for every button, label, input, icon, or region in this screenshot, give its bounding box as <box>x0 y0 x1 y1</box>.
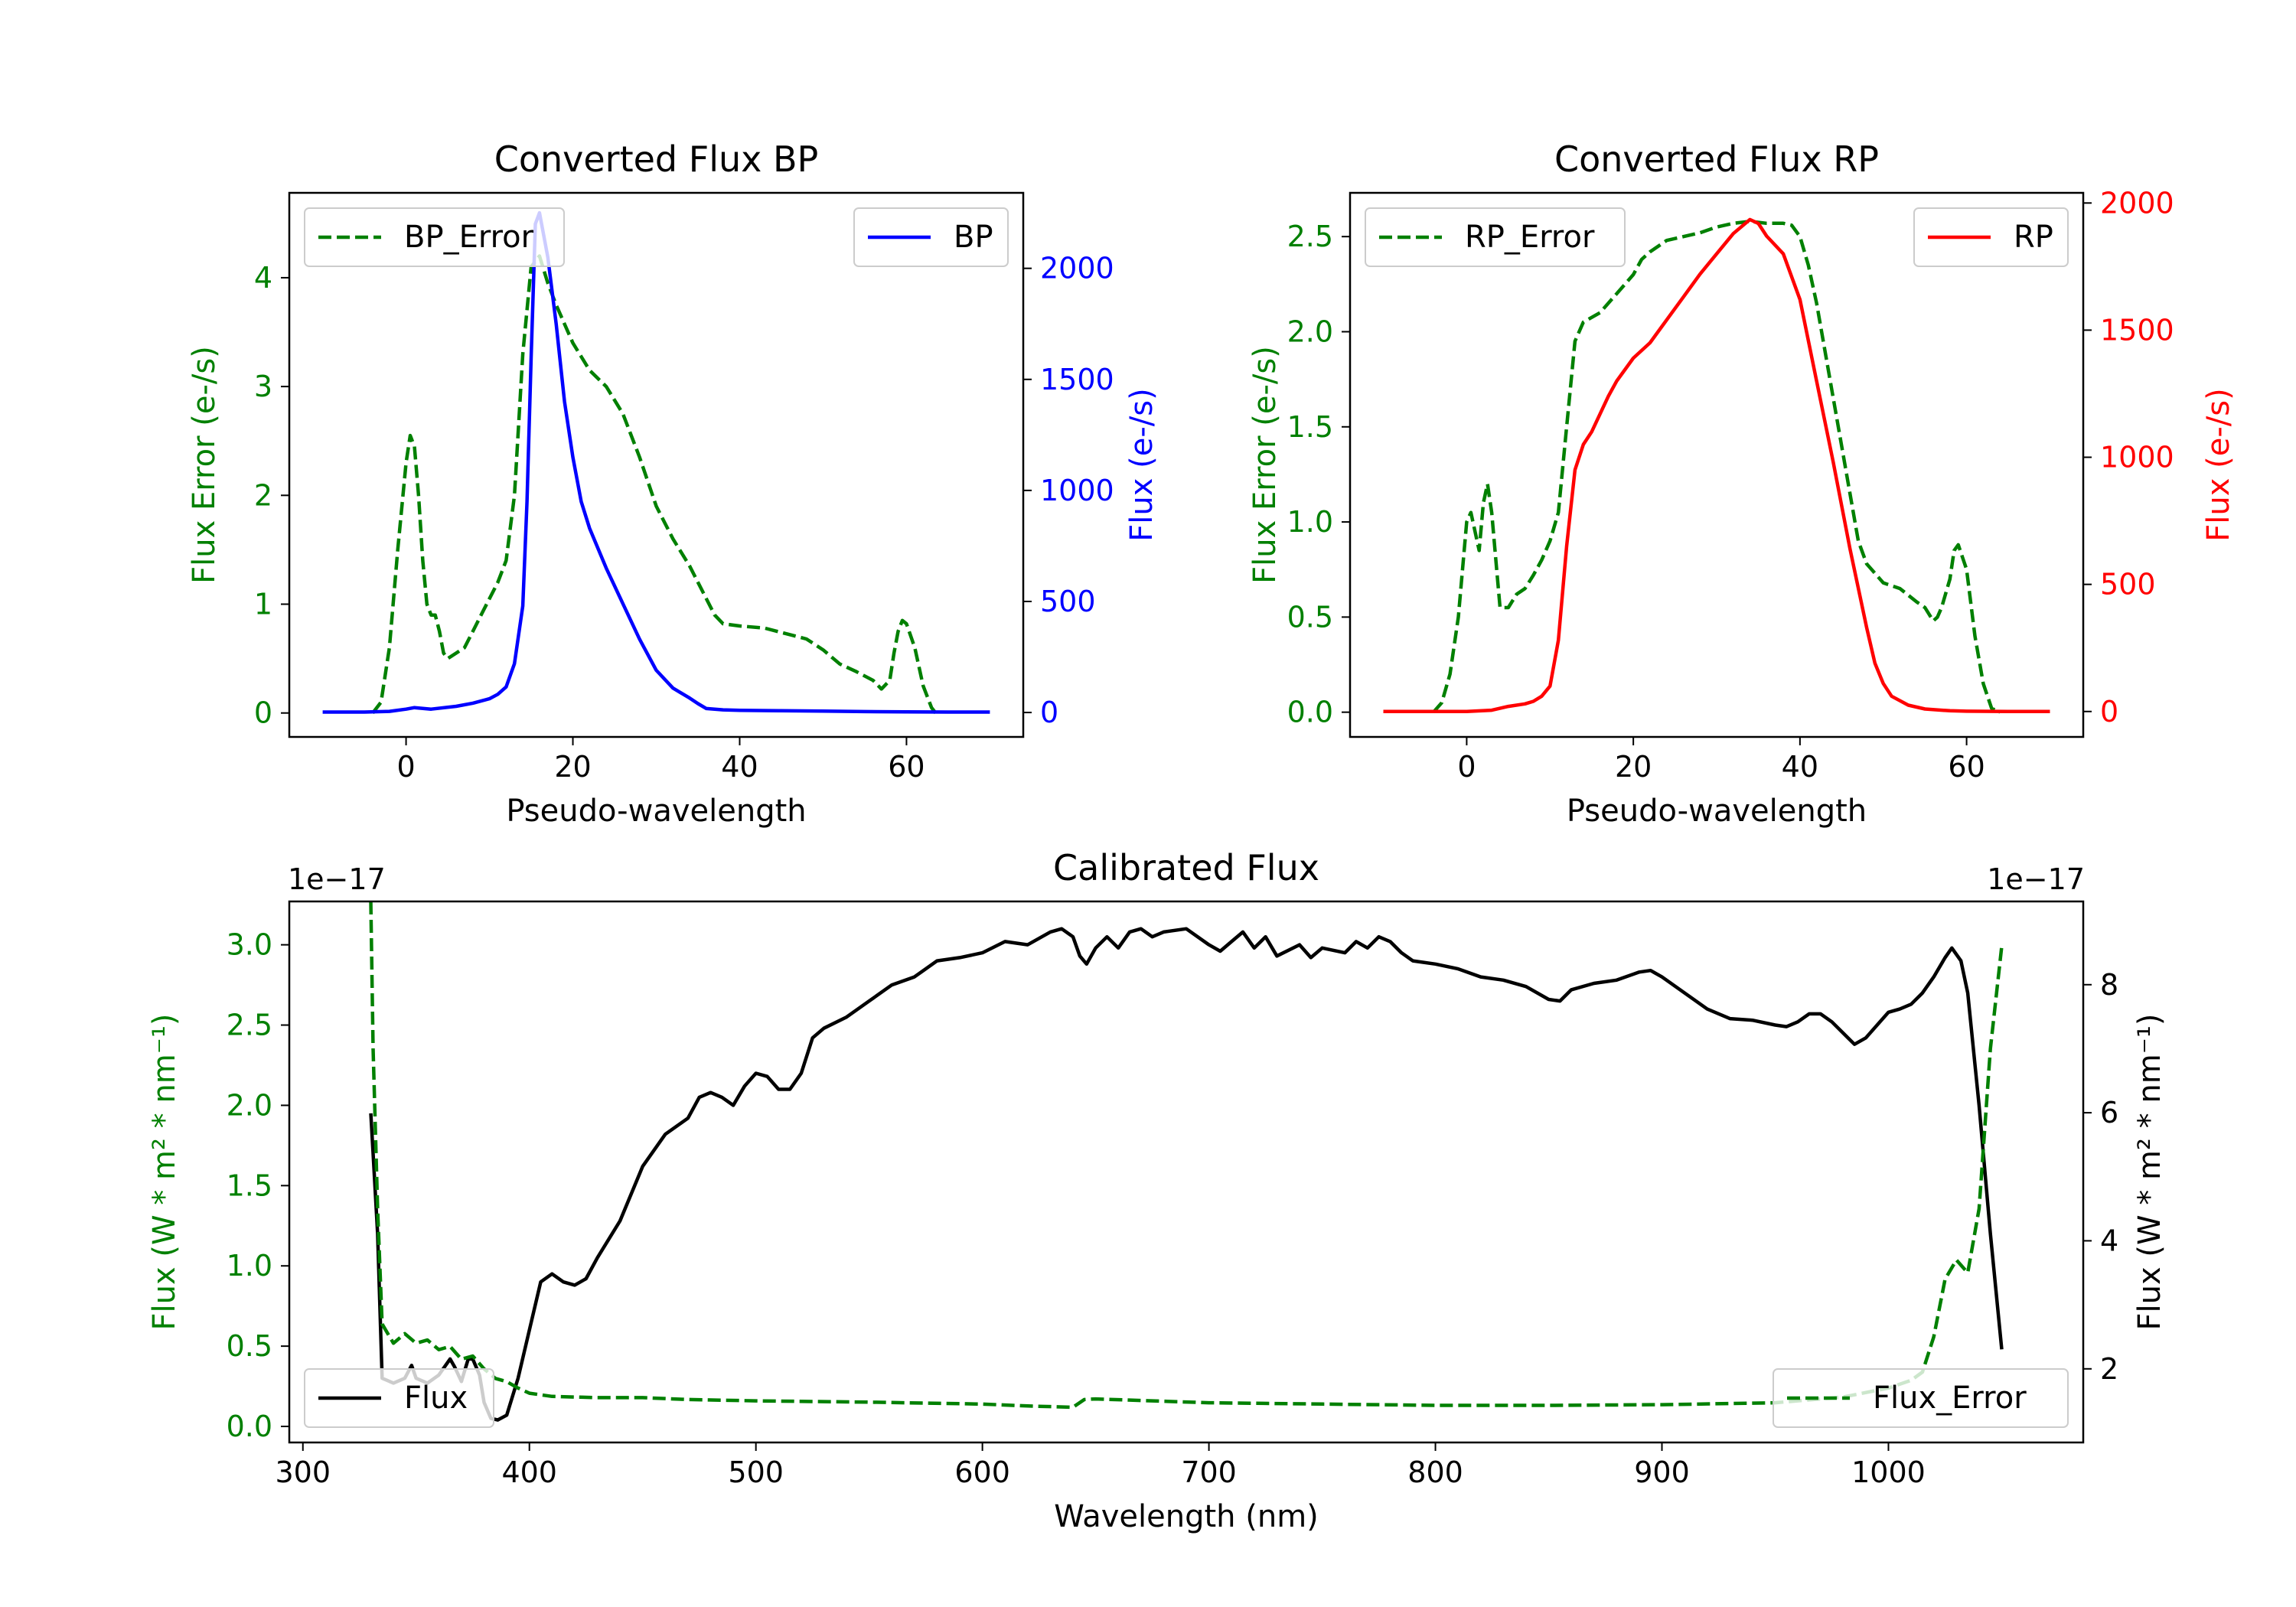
right-tick-label: 2000 <box>1040 252 1114 285</box>
legend-box <box>1913 207 2069 267</box>
legend-label: Flux_Error <box>1873 1380 2027 1416</box>
left-tick-label: 2.5 <box>1287 220 1333 253</box>
left-axis-label: Flux (W * m² * nm⁻¹) <box>147 1014 182 1331</box>
left-tick-label: 0.0 <box>227 1410 272 1443</box>
legend-label: BP_Error <box>404 220 534 255</box>
left-offset-text: 1e−17 <box>288 862 386 896</box>
legend-bp-error: BP_Error <box>304 207 565 267</box>
x-tick-label: 0 <box>396 750 415 784</box>
left-tick-label: 1.5 <box>1287 410 1333 444</box>
legend-label: RP <box>2014 220 2053 255</box>
left-tick-label: 2.0 <box>1287 315 1333 348</box>
x-tick-label: 40 <box>1782 750 1818 784</box>
legend-label: Flux <box>404 1380 468 1416</box>
left-tick-label: 1.5 <box>227 1169 272 1202</box>
panel-calibrated-flux: 300 400 500 600 700 800 900 1000 Wavelength (nm)… <box>147 847 2167 1534</box>
left-tick-label: 3 <box>254 370 272 403</box>
left-tick-label: 2.0 <box>227 1088 272 1122</box>
right-tick-label: 2 <box>2100 1352 2118 1386</box>
legend-flux: Flux <box>304 1368 494 1428</box>
left-tick-label: 0.5 <box>1287 600 1333 634</box>
x-tick-label: 300 <box>275 1455 331 1489</box>
series-line-flux <box>369 927 2004 1422</box>
series-line-rp <box>1383 217 2050 714</box>
series-line-rp-error <box>1432 220 2001 714</box>
right-tick-label: 2000 <box>2100 186 2174 220</box>
x-tick-label: 800 <box>1407 1455 1463 1489</box>
right-tick-label: 0 <box>1040 696 1058 729</box>
left-tick-label: 4 <box>254 261 272 295</box>
right-tick-label: 1000 <box>2100 441 2174 474</box>
right-tick-label: 6 <box>2100 1096 2118 1129</box>
panel-converted-flux-rp: 0 20 40 60 Pseudo-wavelength 0.0 0.5 1.0 1.5 2.0 2… <box>1247 139 2236 829</box>
x-tick-label: 700 <box>1181 1455 1237 1489</box>
x-tick-label: 600 <box>954 1455 1010 1489</box>
left-axis-label: Flux Error (e-/s) <box>187 346 222 584</box>
right-tick-label: 8 <box>2100 968 2118 1002</box>
x-axis-label: Pseudo-wavelength <box>506 794 806 829</box>
panel-converted-flux-bp: 0 20 40 60Pseudo-wavelength0123405001000150… <box>187 139 1159 829</box>
right-tick-label: 1500 <box>2100 313 2174 347</box>
legend-box <box>304 1368 494 1428</box>
left-tick-label: 3.0 <box>227 928 272 962</box>
x-axis-label: Wavelength (nm) <box>1054 1499 1319 1534</box>
right-axis-label: Flux (W * m² * nm⁻¹) <box>2132 1014 2167 1331</box>
right-axis-label: Flux (e-/s) <box>2201 388 2236 541</box>
plot-frame <box>1349 191 2085 738</box>
right-offset-text: 1e−17 <box>1987 862 2085 896</box>
left-tick-label: 2 <box>254 478 272 512</box>
plot-frame <box>288 900 2085 1444</box>
series-line-bp <box>322 210 990 714</box>
x-tick-label: 1000 <box>1851 1455 1926 1489</box>
legend-label: RP_Error <box>1465 220 1595 255</box>
series-line-bp-error <box>371 254 938 715</box>
legend-label: BP <box>954 220 993 255</box>
left-tick-label: 0.5 <box>227 1329 272 1363</box>
legend-box <box>1773 1368 2069 1428</box>
left-tick-label: 0.0 <box>1287 696 1333 729</box>
legend-box <box>1365 207 1626 267</box>
legend-rp-error: RP_Error <box>1365 207 1626 267</box>
x-tick-label: 900 <box>1634 1455 1690 1489</box>
chart-title: Converted Flux BP <box>494 139 819 180</box>
x-axis-label: Pseudo-wavelength <box>1567 794 1867 829</box>
right-axis-label: Flux (e-/s) <box>1124 388 1159 541</box>
x-tick-label: 20 <box>554 750 591 784</box>
x-tick-label: 400 <box>501 1455 557 1489</box>
right-tick-label: 0 <box>2100 695 2118 729</box>
right-tick-label: 500 <box>2100 568 2156 601</box>
right-tick-label: 1000 <box>1040 474 1114 507</box>
x-tick-label: 60 <box>888 750 925 784</box>
right-tick-label: 500 <box>1040 585 1096 618</box>
chart-title: Calibrated Flux <box>1053 847 1319 888</box>
right-tick-label: 4 <box>2100 1224 2118 1257</box>
legend-box <box>304 207 565 267</box>
left-axis-label: Flux Error (e-/s) <box>1247 346 1283 584</box>
x-tick-label: 40 <box>721 750 758 784</box>
x-tick-label: 60 <box>1948 750 1985 784</box>
left-tick-label: 1.0 <box>1287 505 1333 539</box>
legend-bp: BP <box>853 207 1009 267</box>
x-tick-label: 500 <box>728 1455 784 1489</box>
legend-rp: RP <box>1913 207 2069 267</box>
x-tick-label: 20 <box>1615 750 1652 784</box>
left-tick-label: 2.5 <box>227 1009 272 1042</box>
left-tick-label: 0 <box>254 696 272 730</box>
legend-flux-error: Flux_Error <box>1773 1368 2069 1428</box>
legend-box <box>853 207 1009 267</box>
x-tick-label: 0 <box>1457 750 1476 784</box>
chart-title: Converted Flux RP <box>1554 139 1879 180</box>
left-tick-label: 1 <box>254 588 272 621</box>
right-tick-label: 1500 <box>1040 363 1114 396</box>
plot-frame <box>288 191 1025 738</box>
left-tick-label: 1.0 <box>227 1249 272 1283</box>
